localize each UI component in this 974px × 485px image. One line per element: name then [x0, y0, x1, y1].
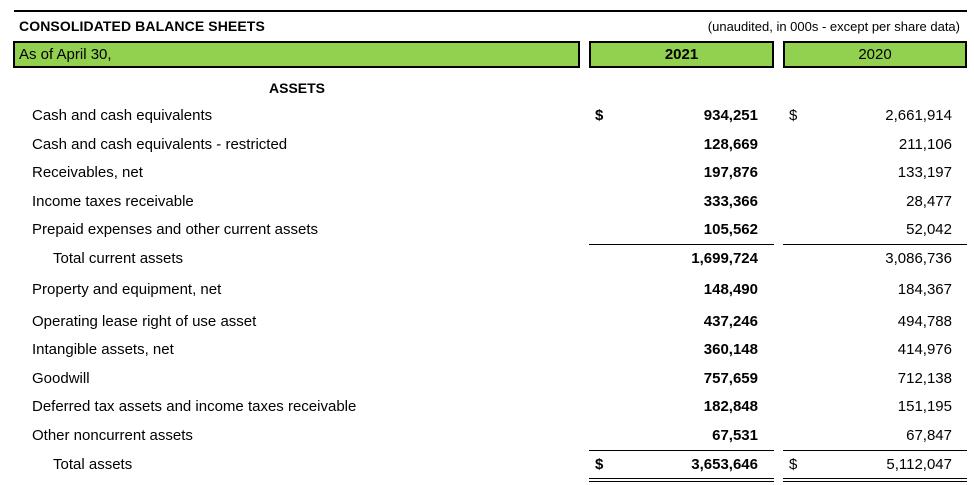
value-2020: 414,976 — [897, 341, 952, 358]
table-row: Property and equipment, net 148,490 184,… — [0, 281, 974, 301]
statement-subtitle: (unaudited, in 000s - except per share d… — [707, 19, 960, 34]
row-label: Total current assets — [53, 250, 184, 267]
value-2021: 67,531 — [712, 427, 758, 444]
top-border — [14, 10, 967, 12]
value-2020: 184,367 — [897, 281, 952, 298]
table-row: Cash and cash equivalents $ 934,251 $ 2,… — [0, 107, 974, 127]
value-2020: 151,195 — [897, 398, 952, 415]
table-row: Goodwill 757,659 712,138 — [0, 370, 974, 390]
table-row: Receivables, net 197,876 133,197 — [0, 164, 974, 184]
row-label: Goodwill — [32, 370, 90, 387]
value-2020: 494,788 — [897, 313, 952, 330]
row-label: Cash and cash equivalents - restricted — [32, 136, 288, 153]
currency-symbol-2021: $ — [595, 456, 604, 473]
value-2021: 360,148 — [703, 341, 758, 358]
row-label: Income taxes receivable — [32, 193, 194, 210]
value-2021: 182,848 — [703, 398, 758, 415]
row-label: Cash and cash equivalents — [32, 107, 213, 124]
value-2021: 128,669 — [703, 136, 758, 153]
value-2021: 105,562 — [703, 221, 758, 238]
row-label: Total assets — [53, 456, 133, 473]
table-row: Prepaid expenses and other current asset… — [0, 221, 974, 241]
statement-title: CONSOLIDATED BALANCE SHEETS — [19, 18, 265, 34]
table-row: Other noncurrent assets 67,531 67,847 — [0, 427, 974, 447]
value-2020: 28,477 — [906, 193, 952, 210]
subtotal-rule-2021 — [589, 244, 774, 245]
row-label: Operating lease right of use asset — [32, 313, 257, 330]
subtotal-row: Total current assets 1,699,724 3,086,736 — [0, 250, 974, 270]
value-2020: 211,106 — [898, 136, 952, 153]
total-double-rule-2021 — [589, 478, 774, 482]
row-label: Property and equipment, net — [32, 281, 222, 298]
value-2021: 1,699,724 — [691, 250, 758, 267]
value-2021: 437,246 — [703, 313, 758, 330]
value-2020: 67,847 — [906, 427, 952, 444]
table-row: Income taxes receivable 333,366 28,477 — [0, 193, 974, 213]
row-label: Deferred tax assets and income taxes rec… — [32, 398, 357, 415]
value-2021: 3,653,646 — [691, 456, 758, 473]
table-row: Deferred tax assets and income taxes rec… — [0, 398, 974, 418]
value-2021: 197,876 — [703, 164, 758, 181]
currency-symbol-2021: $ — [595, 107, 604, 124]
total-row: Total assets $ 3,653,646 $ 5,112,047 — [0, 456, 974, 476]
total-top-rule-2020 — [783, 450, 967, 451]
column-header-2020-label: 2020 — [858, 46, 892, 63]
value-2020: 3,086,736 — [885, 250, 952, 267]
value-2021: 333,366 — [703, 193, 758, 210]
value-2020: 5,112,047 — [886, 456, 952, 473]
section-heading-assets: ASSETS — [269, 80, 326, 96]
value-2020: 2,661,914 — [885, 107, 952, 124]
total-double-rule-2020 — [783, 478, 967, 482]
column-header-2020: 2020 — [783, 41, 967, 68]
row-label: Prepaid expenses and other current asset… — [32, 221, 319, 238]
as-of-label: As of April 30, — [19, 46, 112, 63]
value-2021: 934,251 — [703, 107, 758, 124]
table-row: Operating lease right of use asset 437,2… — [0, 313, 974, 333]
table-row: Intangible assets, net 360,148 414,976 — [0, 341, 974, 361]
value-2020: 133,197 — [897, 164, 952, 181]
currency-symbol-2020: $ — [789, 107, 798, 124]
value-2020: 712,138 — [897, 370, 952, 387]
value-2020: 52,042 — [906, 221, 952, 238]
subtotal-rule-2020 — [783, 244, 967, 245]
total-top-rule-2021 — [589, 450, 774, 451]
column-header-2021: 2021 — [589, 41, 774, 68]
value-2021: 148,490 — [703, 281, 758, 298]
currency-symbol-2020: $ — [789, 456, 798, 473]
as-of-header: As of April 30, — [13, 41, 580, 68]
column-header-2021-label: 2021 — [664, 46, 699, 63]
value-2021: 757,659 — [703, 370, 758, 387]
table-row: Cash and cash equivalents - restricted 1… — [0, 136, 974, 156]
row-label: Receivables, net — [32, 164, 143, 181]
row-label: Intangible assets, net — [32, 341, 174, 358]
row-label: Other noncurrent assets — [32, 427, 193, 444]
